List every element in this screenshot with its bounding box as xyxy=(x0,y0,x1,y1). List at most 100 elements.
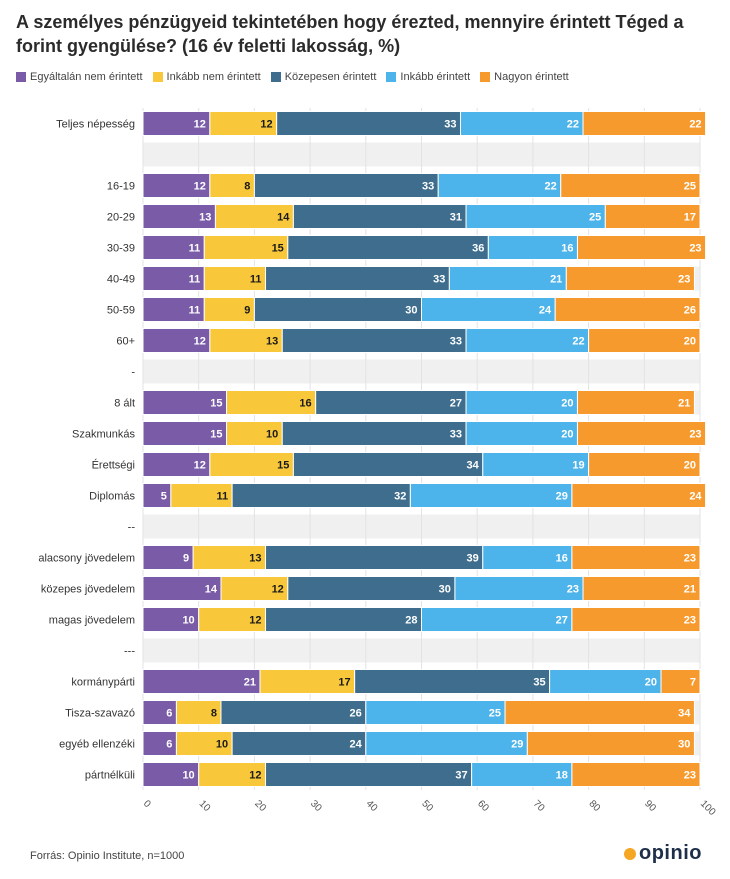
bar-segment xyxy=(209,452,294,477)
bar-segment xyxy=(203,297,255,322)
bar-segment xyxy=(526,731,695,756)
data-label: 22 xyxy=(567,119,579,131)
category-label: Teljes népesség xyxy=(56,119,135,131)
bar-segment xyxy=(588,328,701,353)
data-label: 17 xyxy=(684,212,696,224)
bar-segment xyxy=(365,731,528,756)
logo-text: opinio xyxy=(639,842,702,864)
bar-segment xyxy=(576,421,707,446)
category-label: alacsony jövedelem xyxy=(38,553,135,565)
category-label: kormánypárti xyxy=(71,677,135,689)
data-label: 23 xyxy=(567,584,579,596)
legend-label: Egyáltalán nem érintett xyxy=(30,71,143,83)
legend-label: Inkább nem érintett xyxy=(166,71,261,83)
data-label: 16 xyxy=(561,243,573,255)
bar-segment xyxy=(253,297,422,322)
bar-segment xyxy=(226,390,317,415)
bar-segment xyxy=(142,421,228,446)
data-label: 9 xyxy=(183,553,189,565)
category-label: - xyxy=(131,367,135,379)
x-tick-label: 10 xyxy=(197,798,213,814)
data-label: 27 xyxy=(450,398,462,410)
category-label: 16-19 xyxy=(107,181,135,193)
bar-segment xyxy=(142,235,205,260)
data-label: 34 xyxy=(467,460,480,472)
bar-segment xyxy=(504,700,695,725)
bar-segment xyxy=(554,297,701,322)
bar-segment xyxy=(265,545,484,570)
data-label: 23 xyxy=(678,274,690,286)
legend-label: Közepesen érintett xyxy=(284,71,377,83)
data-label: 15 xyxy=(210,429,222,441)
category-label: 8 ált xyxy=(114,398,135,410)
bar-segment xyxy=(565,266,695,291)
data-label: 33 xyxy=(450,336,462,348)
category-label: -- xyxy=(128,522,136,534)
data-label: 35 xyxy=(533,677,545,689)
x-tick-label: 50 xyxy=(419,798,435,814)
bar-segment xyxy=(142,483,172,508)
data-label: 11 xyxy=(250,274,262,286)
bar-segment xyxy=(292,204,467,229)
bar-segment xyxy=(571,762,701,787)
legend-label: Nagyon érintett xyxy=(494,71,569,83)
data-label: 21 xyxy=(678,398,690,410)
data-label: 10 xyxy=(216,739,228,751)
bar-segment xyxy=(459,111,584,136)
x-tick-label: 80 xyxy=(586,798,602,814)
data-label: 33 xyxy=(450,429,462,441)
data-label: 29 xyxy=(556,491,568,503)
data-label: 34 xyxy=(678,708,691,720)
data-label: 21 xyxy=(684,584,696,596)
bar-segment xyxy=(142,452,211,477)
data-label: 15 xyxy=(277,460,289,472)
bar-segment xyxy=(571,607,701,632)
data-label: 12 xyxy=(194,336,206,348)
bar-segment xyxy=(142,762,200,787)
bar-segment xyxy=(560,173,701,198)
data-label: 23 xyxy=(684,770,696,782)
bar-segment xyxy=(142,669,261,694)
data-label: 20 xyxy=(561,398,573,410)
data-label: 15 xyxy=(210,398,222,410)
bar-segment xyxy=(576,235,707,260)
bar-segment xyxy=(276,111,461,136)
data-label: 14 xyxy=(205,584,218,596)
data-label: 29 xyxy=(511,739,523,751)
data-label: 28 xyxy=(405,615,417,627)
data-label: 25 xyxy=(684,181,696,193)
data-label: 6 xyxy=(166,739,172,751)
data-label: 23 xyxy=(689,429,701,441)
legend-swatch xyxy=(16,72,26,82)
logo-dot-icon xyxy=(624,847,636,860)
bar-segment xyxy=(292,452,484,477)
opinio-logo: opinio xyxy=(624,842,702,865)
x-tick-label: 60 xyxy=(475,798,491,814)
bar-segment xyxy=(231,483,411,508)
bar-segment xyxy=(142,731,177,756)
legend-swatch xyxy=(480,72,491,82)
bar-segment xyxy=(231,731,367,756)
bar-segment xyxy=(588,452,701,477)
bar-segment xyxy=(198,762,267,787)
data-label: 20 xyxy=(561,429,573,441)
category-label: közepes jövedelem xyxy=(41,584,135,596)
bar-segment xyxy=(142,173,211,198)
data-label: 30 xyxy=(439,584,451,596)
bar-segment xyxy=(142,700,177,725)
bar-segment xyxy=(265,607,423,632)
bar-segment xyxy=(465,421,578,446)
data-label: 36 xyxy=(472,243,484,255)
data-label: 20 xyxy=(684,460,696,472)
data-label: 24 xyxy=(689,491,702,503)
data-label: 23 xyxy=(684,553,696,565)
bar-segment xyxy=(203,235,289,260)
bar-segment xyxy=(465,390,578,415)
bar-segment xyxy=(142,297,205,322)
chart-title: A személyes pénzügyeid tekintetében hogy… xyxy=(16,12,684,56)
data-label: 33 xyxy=(433,274,445,286)
legend-swatch xyxy=(386,72,397,82)
data-label: 33 xyxy=(422,181,434,193)
data-label: 5 xyxy=(161,491,167,503)
bar-segment xyxy=(287,235,489,260)
